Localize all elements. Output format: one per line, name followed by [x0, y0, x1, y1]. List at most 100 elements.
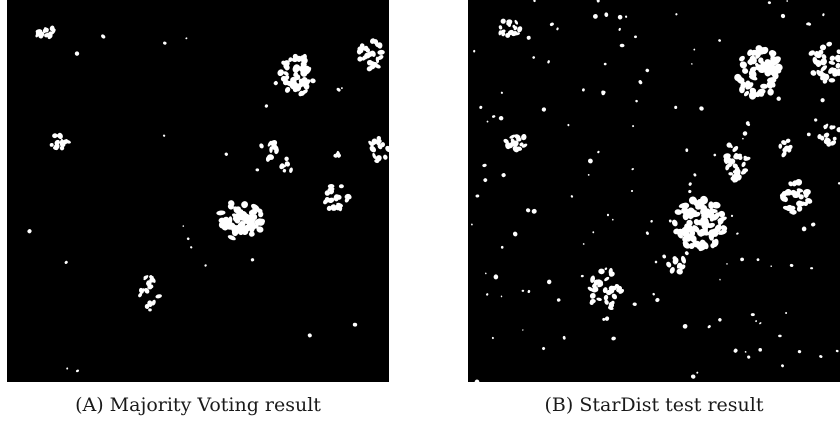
- nucleus-blob: [294, 74, 301, 81]
- nucleus-blob: [764, 60, 773, 69]
- nucleus-blob: [814, 118, 818, 122]
- nucleus-blob: [509, 134, 516, 139]
- nucleus-blob: [598, 268, 605, 275]
- nucleus-blob: [512, 145, 518, 152]
- nucleus-blob: [327, 197, 335, 204]
- nucleus-blob: [742, 168, 749, 173]
- nucleus-blob: [479, 105, 483, 109]
- nucleus-blob: [836, 49, 840, 55]
- nucleus-blob: [819, 44, 827, 51]
- nucleus-blob: [324, 190, 331, 196]
- nucleus-blob: [630, 189, 634, 193]
- nucleus-blob: [364, 52, 371, 59]
- nucleus-blob: [774, 63, 783, 72]
- nucleus-blob: [377, 55, 384, 60]
- nucleus-blob: [101, 34, 106, 39]
- nucleus-blob: [678, 202, 688, 208]
- nucleus-blob: [669, 267, 675, 274]
- nucleus-blob: [581, 88, 585, 92]
- nucleus-blob: [823, 123, 829, 130]
- nucleus-blob: [147, 300, 153, 307]
- nucleus-blob: [755, 320, 758, 323]
- nucleus-blob: [652, 292, 655, 296]
- nucleus-blob: [734, 153, 740, 159]
- nucleus-blob: [64, 260, 68, 264]
- nucleus-blob: [766, 81, 773, 89]
- nucleus-blob: [830, 67, 838, 74]
- nucleus-blob: [759, 322, 762, 325]
- nucleus-blob: [149, 284, 154, 289]
- nucleus-blob: [776, 96, 781, 101]
- nucleus-blob: [692, 225, 700, 233]
- nucleus-blob: [782, 148, 788, 153]
- nucleus-blob: [521, 134, 527, 141]
- nucleus-blob: [748, 75, 758, 81]
- nucleus-blob: [781, 140, 787, 146]
- nucleus-blob: [288, 57, 293, 62]
- nucleus-blob: [546, 279, 552, 285]
- nucleus-blob: [624, 15, 628, 18]
- nucleus-blob: [270, 140, 276, 147]
- nucleus-blob: [284, 156, 289, 161]
- nucleus-blob: [66, 367, 69, 370]
- nucleus-blob: [357, 48, 363, 54]
- nucleus-blob: [596, 297, 602, 301]
- nucleus-blob: [604, 267, 607, 271]
- nucleus-blob: [835, 349, 839, 353]
- nucleus-blob: [668, 219, 672, 223]
- nucleus-blob: [580, 274, 584, 278]
- nucleus-blob: [57, 132, 63, 140]
- nucleus-blob: [369, 38, 376, 44]
- nucleus-blob: [587, 173, 590, 176]
- nucleus-blob: [527, 289, 531, 294]
- nucleus-blob: [681, 207, 689, 215]
- nucleus-blob: [248, 213, 254, 222]
- nucleus-blob: [655, 297, 660, 303]
- nucleus-blob: [357, 56, 363, 62]
- nucleus-blob: [714, 224, 722, 233]
- nucleus-blob: [283, 71, 289, 76]
- nucleus-blob: [493, 274, 499, 280]
- nucleus-blob: [718, 210, 726, 218]
- nucleus-blob: [682, 241, 690, 247]
- nucleus-blob: [814, 51, 822, 59]
- nucleus-blob: [742, 137, 744, 140]
- nucleus-blob: [501, 32, 506, 37]
- nucleus-blob: [699, 239, 706, 246]
- nucleus-blob: [162, 134, 166, 137]
- nucleus-blob: [836, 127, 840, 133]
- nucleus-blob: [730, 214, 734, 217]
- nucleus-blob: [740, 61, 747, 69]
- nucleus-blob: [486, 293, 489, 296]
- nucleus-blob: [688, 196, 698, 205]
- nucleus-blob: [682, 230, 691, 239]
- nucleus-blob: [826, 41, 833, 47]
- nucleus-blob: [310, 78, 316, 84]
- nucleus-blob: [486, 120, 489, 123]
- nucleus-blob: [299, 55, 306, 60]
- nucleus-blob: [727, 142, 733, 148]
- nucleus-blob: [603, 62, 607, 66]
- nucleus-blob: [501, 173, 506, 178]
- nucleus-blob: [771, 82, 776, 88]
- nucleus-blob: [204, 264, 207, 267]
- nucleus-blob: [271, 144, 279, 151]
- nucleus-blob: [143, 275, 148, 279]
- nucleus-blob: [782, 205, 791, 211]
- nucleus-blob: [747, 355, 751, 359]
- nucleus-blob: [693, 173, 697, 177]
- nucleus-blob: [821, 54, 827, 60]
- nucleus-blob: [374, 64, 381, 69]
- nucleus-blob: [671, 219, 678, 227]
- nucleus-blob: [224, 152, 228, 156]
- nucleus-blob: [728, 172, 733, 176]
- nucleus-blob: [780, 13, 786, 19]
- nucleus-blob: [740, 257, 744, 262]
- nucleus-blob: [53, 143, 60, 150]
- nucleus-blob: [786, 0, 789, 2]
- nucleus-blob: [608, 271, 615, 277]
- nucleus-blob: [250, 258, 255, 262]
- nucleus-blob: [293, 64, 301, 72]
- nucleus-blob: [259, 143, 264, 149]
